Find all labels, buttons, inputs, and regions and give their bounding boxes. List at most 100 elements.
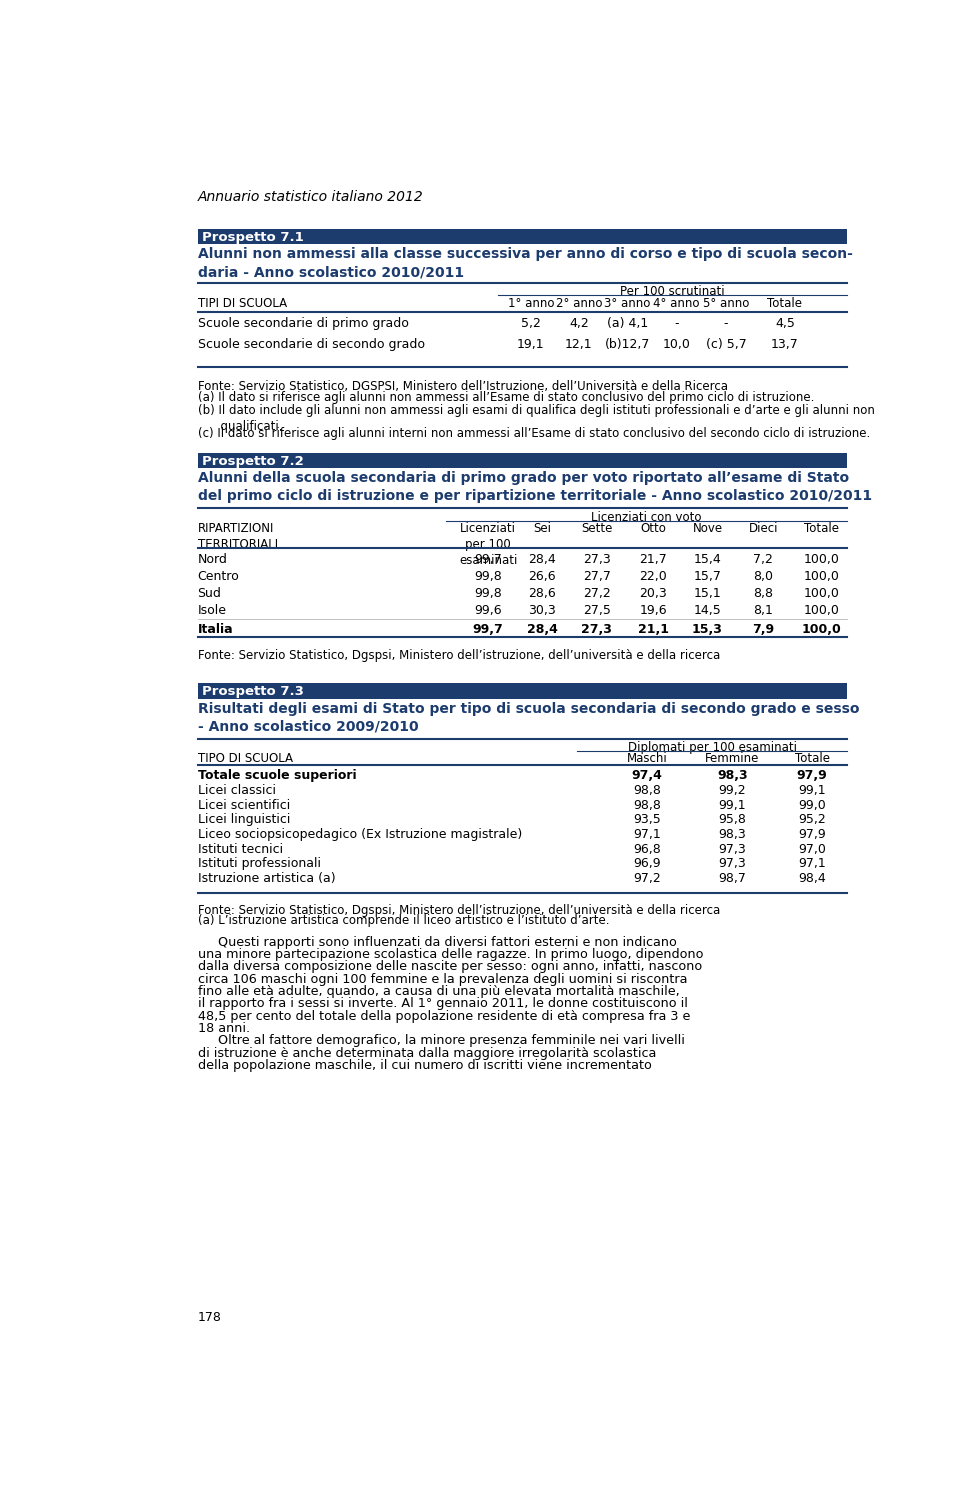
Text: Istruzione artistica (a): Istruzione artistica (a) [198, 872, 335, 885]
Text: 21,7: 21,7 [639, 553, 667, 567]
Text: 100,0: 100,0 [804, 586, 839, 600]
Text: Prospetto 7.2: Prospetto 7.2 [203, 455, 304, 469]
Text: Fonte: Servizio Statistico, DGSPSI, Ministero dell’Istruzione, dell’Università e: Fonte: Servizio Statistico, DGSPSI, Mini… [198, 380, 728, 392]
Text: 96,8: 96,8 [634, 843, 660, 855]
Text: 98,4: 98,4 [798, 872, 826, 885]
Text: Scuole secondarie di primo grado: Scuole secondarie di primo grado [198, 317, 408, 329]
Text: 93,5: 93,5 [634, 813, 660, 827]
Text: Sette: Sette [581, 522, 612, 535]
Text: 2° anno: 2° anno [556, 296, 602, 310]
Text: 97,3: 97,3 [718, 843, 746, 855]
Text: Liceo sociopsicopedagico (Ex Istruzione magistrale): Liceo sociopsicopedagico (Ex Istruzione … [198, 828, 521, 842]
Text: 19,1: 19,1 [516, 338, 544, 352]
Text: (c) 5,7: (c) 5,7 [706, 338, 747, 352]
Text: Scuole secondarie di secondo grado: Scuole secondarie di secondo grado [198, 338, 424, 352]
Text: fino alle età adulte, quando, a causa di una più elevata mortalità maschile,: fino alle età adulte, quando, a causa di… [198, 984, 680, 998]
Text: 97,3: 97,3 [718, 857, 746, 870]
Text: Fonte: Servizio Statistico, Dgspsi, Ministero dell’istruzione, dell’università e: Fonte: Servizio Statistico, Dgspsi, Mini… [198, 905, 720, 917]
Text: 10,0: 10,0 [662, 338, 690, 352]
Text: Isole: Isole [198, 604, 227, 616]
Text: 5° anno: 5° anno [703, 296, 749, 310]
Text: 98,8: 98,8 [633, 798, 660, 812]
Text: 99,7: 99,7 [472, 624, 503, 636]
Text: una minore partecipazione scolastica delle ragazze. In primo luogo, dipendono: una minore partecipazione scolastica del… [198, 948, 703, 960]
Text: 22,0: 22,0 [639, 570, 667, 583]
Text: 8,0: 8,0 [754, 570, 773, 583]
Text: Licei linguistici: Licei linguistici [198, 813, 290, 827]
Text: 98,8: 98,8 [633, 785, 660, 797]
Text: 99,8: 99,8 [474, 586, 502, 600]
Text: 13,7: 13,7 [771, 338, 799, 352]
Text: 99,2: 99,2 [718, 785, 746, 797]
Text: 99,6: 99,6 [474, 604, 502, 616]
Text: Alunni non ammessi alla classe successiva per anno di corso e tipo di scuola sec: Alunni non ammessi alla classe successiv… [198, 248, 852, 280]
Text: 15,3: 15,3 [692, 624, 723, 636]
Text: Istituti tecnici: Istituti tecnici [198, 843, 282, 855]
Text: Femmine: Femmine [705, 753, 759, 765]
Text: Per 100 scrutinati: Per 100 scrutinati [620, 286, 725, 298]
Text: (a) 4,1: (a) 4,1 [607, 317, 648, 329]
Text: 96,9: 96,9 [634, 857, 660, 870]
Text: 19,6: 19,6 [639, 604, 667, 616]
Text: Prospetto 7.1: Prospetto 7.1 [203, 231, 304, 243]
Text: 15,1: 15,1 [693, 586, 721, 600]
Text: 28,4: 28,4 [529, 553, 556, 567]
Text: -: - [724, 317, 729, 329]
Text: 7,2: 7,2 [754, 553, 773, 567]
Text: Otto: Otto [640, 522, 666, 535]
Text: il rapporto fra i sessi si inverte. Al 1° gennaio 2011, le donne costituiscono i: il rapporto fra i sessi si inverte. Al 1… [198, 998, 687, 1010]
Text: 4° anno: 4° anno [653, 296, 700, 310]
Text: Totale scuole superiori: Totale scuole superiori [198, 770, 356, 783]
Text: Totale: Totale [767, 296, 803, 310]
Text: circa 106 maschi ogni 100 femmine e la prevalenza degli uomini si riscontra: circa 106 maschi ogni 100 femmine e la p… [198, 972, 687, 986]
Text: 98,3: 98,3 [717, 770, 748, 783]
Text: Licei classici: Licei classici [198, 785, 276, 797]
Text: (c) Il dato si riferisce agli alunni interni non ammessi all’Esame di stato conc: (c) Il dato si riferisce agli alunni int… [198, 427, 870, 440]
Bar [198, 684, 847, 699]
Text: 12,1: 12,1 [565, 338, 592, 352]
Text: TIPI DI SCUOLA: TIPI DI SCUOLA [198, 296, 287, 310]
Text: Totale: Totale [804, 522, 839, 535]
Text: 26,6: 26,6 [529, 570, 556, 583]
Text: della popolazione maschile, il cui numero di iscritti viene incrementato: della popolazione maschile, il cui numer… [198, 1060, 652, 1072]
Text: 99,1: 99,1 [799, 785, 826, 797]
Text: 3° anno: 3° anno [605, 296, 651, 310]
Text: (a) L’istruzione artistica comprende il liceo artistico e l’istituto d’arte.: (a) L’istruzione artistica comprende il … [198, 914, 609, 927]
Text: 97,2: 97,2 [634, 872, 660, 885]
Bar [198, 452, 847, 469]
Text: 20,3: 20,3 [639, 586, 667, 600]
Text: 8,1: 8,1 [754, 604, 773, 616]
Text: 95,2: 95,2 [798, 813, 826, 827]
Text: 97,4: 97,4 [632, 770, 662, 783]
Text: Prospetto 7.3: Prospetto 7.3 [203, 685, 304, 699]
Text: -: - [674, 317, 679, 329]
Text: Oltre al fattore demografico, la minore presenza femminile nei vari livelli: Oltre al fattore demografico, la minore … [198, 1034, 684, 1048]
Text: 27,3: 27,3 [581, 624, 612, 636]
Text: 100,0: 100,0 [804, 553, 839, 567]
Text: 100,0: 100,0 [804, 604, 839, 616]
Text: 14,5: 14,5 [693, 604, 721, 616]
Text: 27,7: 27,7 [583, 570, 611, 583]
Text: 99,8: 99,8 [474, 570, 502, 583]
Text: Centro: Centro [198, 570, 239, 583]
Text: 100,0: 100,0 [804, 570, 839, 583]
Text: (b) Il dato include gli alunni non ammessi agli esami di qualifica degli istitut: (b) Il dato include gli alunni non ammes… [198, 404, 875, 433]
Text: 97,9: 97,9 [798, 828, 826, 842]
Text: 21,1: 21,1 [637, 624, 669, 636]
Text: 8,8: 8,8 [754, 586, 773, 600]
Text: 98,7: 98,7 [718, 872, 746, 885]
Text: 18 anni.: 18 anni. [198, 1022, 250, 1036]
Text: di istruzione è anche determinata dalla maggiore irregolarità scolastica: di istruzione è anche determinata dalla … [198, 1046, 656, 1060]
Text: 4,2: 4,2 [569, 317, 588, 329]
Text: 1° anno: 1° anno [508, 296, 554, 310]
Text: Licenziati con voto: Licenziati con voto [591, 511, 702, 523]
Text: 97,9: 97,9 [797, 770, 828, 783]
Text: 97,0: 97,0 [798, 843, 826, 855]
Text: 4,5: 4,5 [775, 317, 795, 329]
Text: Sei: Sei [534, 522, 551, 535]
Text: 28,6: 28,6 [529, 586, 556, 600]
Text: Questi rapporti sono influenzati da diversi fattori esterni e non indicano: Questi rapporti sono influenzati da dive… [198, 936, 677, 948]
Text: Fonte: Servizio Statistico, Dgspsi, Ministero dell’istruzione, dell’università e: Fonte: Servizio Statistico, Dgspsi, Mini… [198, 649, 720, 663]
Text: 97,1: 97,1 [634, 828, 660, 842]
Text: 27,5: 27,5 [583, 604, 611, 616]
